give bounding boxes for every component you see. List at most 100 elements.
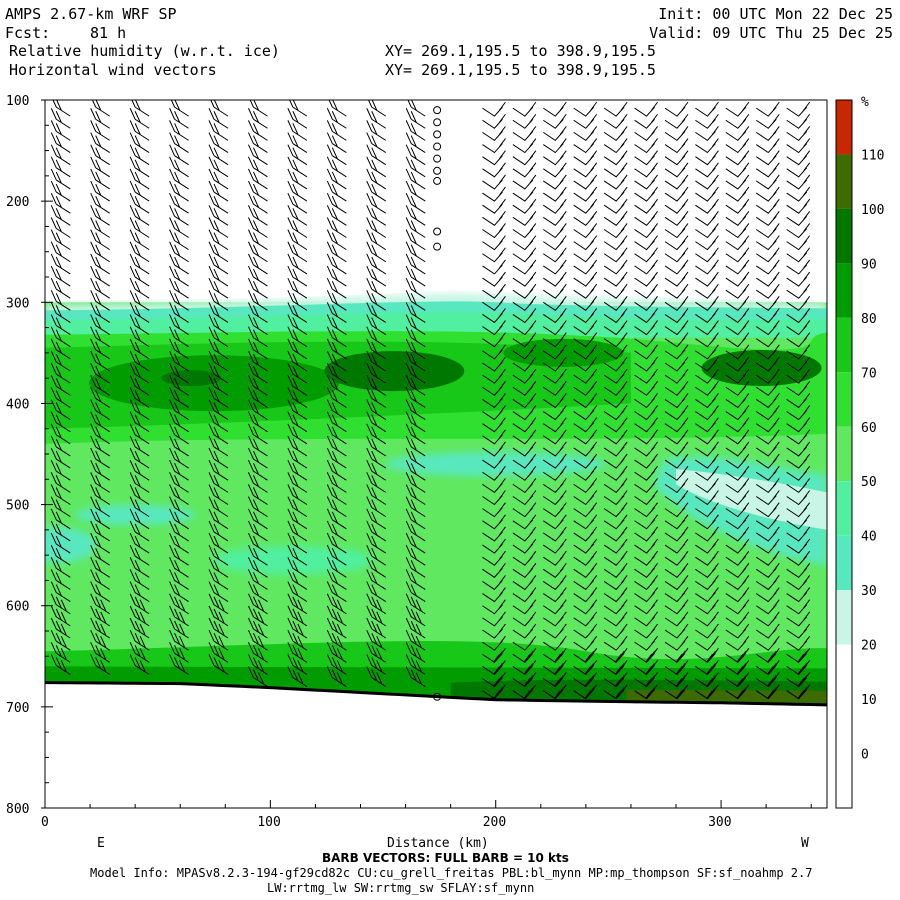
wind-barb <box>725 186 750 202</box>
wind-barb <box>725 308 750 324</box>
wind-barb <box>603 575 628 591</box>
wind-barb <box>287 350 308 372</box>
wind-barb <box>366 375 387 396</box>
wind-barb <box>50 132 71 153</box>
wind-barb <box>543 538 567 554</box>
wind-barb <box>725 587 750 603</box>
wind-barb <box>90 144 110 166</box>
axes: 100 200 300 400 500 600 700 800 0 100 200 300 <box>6 94 812 830</box>
wind-barb <box>287 290 308 311</box>
wind-barb <box>573 247 598 263</box>
wind-barb <box>90 581 110 603</box>
wind-barb <box>573 235 598 251</box>
wind-barb <box>50 447 71 469</box>
wind-barb <box>169 265 189 287</box>
y-tick-label: 500 <box>6 499 29 514</box>
wind-barb <box>512 514 537 530</box>
colorbar-label: 20 <box>861 639 877 654</box>
wind-barb <box>405 241 426 263</box>
wind-barb <box>366 460 387 481</box>
wind-barb <box>248 447 268 469</box>
wind-barb <box>248 217 268 238</box>
wind-barb <box>90 277 110 299</box>
wind-barb <box>248 302 268 323</box>
colorbar-label: 0 <box>861 748 869 763</box>
wind-barb <box>512 308 537 324</box>
wind-barb <box>725 490 750 506</box>
wind-barb <box>169 168 189 190</box>
wind-barb <box>287 277 308 299</box>
wind-barb <box>50 217 71 238</box>
wind-barb <box>90 447 110 469</box>
wind-barb <box>634 150 658 166</box>
wind-barb <box>208 277 229 299</box>
colorbar-label: 80 <box>861 312 877 327</box>
wind-barb <box>725 453 750 469</box>
wind-barb <box>603 150 628 166</box>
wind-barb <box>50 290 71 311</box>
wind-barb <box>169 411 189 433</box>
wind-barb <box>169 229 189 251</box>
wind-barb <box>755 526 780 542</box>
wind-barb <box>366 350 387 372</box>
rh-dry-pocket-4 <box>212 546 373 575</box>
wind-barb <box>90 314 110 336</box>
wind-barb <box>249 100 268 117</box>
wind-barb <box>695 235 719 251</box>
wind-barb <box>603 320 628 336</box>
wind-barb <box>634 259 658 275</box>
wind-barb <box>603 368 628 384</box>
wind-barb <box>482 514 506 530</box>
wind-barb <box>248 314 268 336</box>
wind-barb <box>664 198 689 214</box>
wind-barb <box>634 380 658 396</box>
wind-barb <box>90 253 110 275</box>
wind-barb <box>50 350 71 372</box>
wind-barb <box>786 405 811 421</box>
wind-barb <box>664 259 689 275</box>
wind-barb <box>287 132 308 153</box>
wind-barb <box>634 344 658 360</box>
colorbar-swatch <box>836 590 852 645</box>
wind-barb <box>50 654 71 675</box>
wind-barb <box>634 611 658 627</box>
wind-barb <box>512 271 537 287</box>
wind-barb <box>367 100 387 117</box>
wind-barb <box>695 308 719 324</box>
wind-barb <box>287 156 308 178</box>
wind-barb <box>512 356 537 372</box>
wind-barb <box>366 180 387 202</box>
wind-barb <box>573 514 598 530</box>
wind-barb <box>326 180 347 202</box>
wind-barb <box>664 575 689 591</box>
wind-barb <box>90 229 110 251</box>
wind-barb <box>695 101 719 117</box>
wind-barb <box>573 441 598 457</box>
wind-barb <box>634 526 658 542</box>
wind-barb <box>603 162 628 178</box>
colorbar-swatch <box>836 699 852 754</box>
wind-barb <box>90 362 110 384</box>
wind-barb <box>326 569 347 590</box>
wind-barb <box>90 156 110 178</box>
wind-barb <box>482 393 506 409</box>
wind-barb <box>405 265 426 287</box>
wind-barb <box>366 654 387 675</box>
wind-barb <box>366 544 387 566</box>
wind-barb <box>543 502 567 518</box>
wind-barb <box>129 253 150 275</box>
wind-barb <box>725 647 750 663</box>
wind-barb <box>725 356 750 372</box>
wind-barb <box>129 120 150 141</box>
wind-barb <box>755 113 780 129</box>
wind-barb <box>208 605 229 627</box>
wind-barb <box>366 265 387 287</box>
wind-barb <box>248 108 268 129</box>
wind-barb <box>326 520 347 542</box>
wind-barb <box>512 478 537 494</box>
wind-barb <box>208 302 229 323</box>
wind-barb <box>786 174 811 190</box>
wind-barb <box>725 538 750 554</box>
wind-barb <box>634 113 658 129</box>
wind-barb <box>129 605 150 627</box>
